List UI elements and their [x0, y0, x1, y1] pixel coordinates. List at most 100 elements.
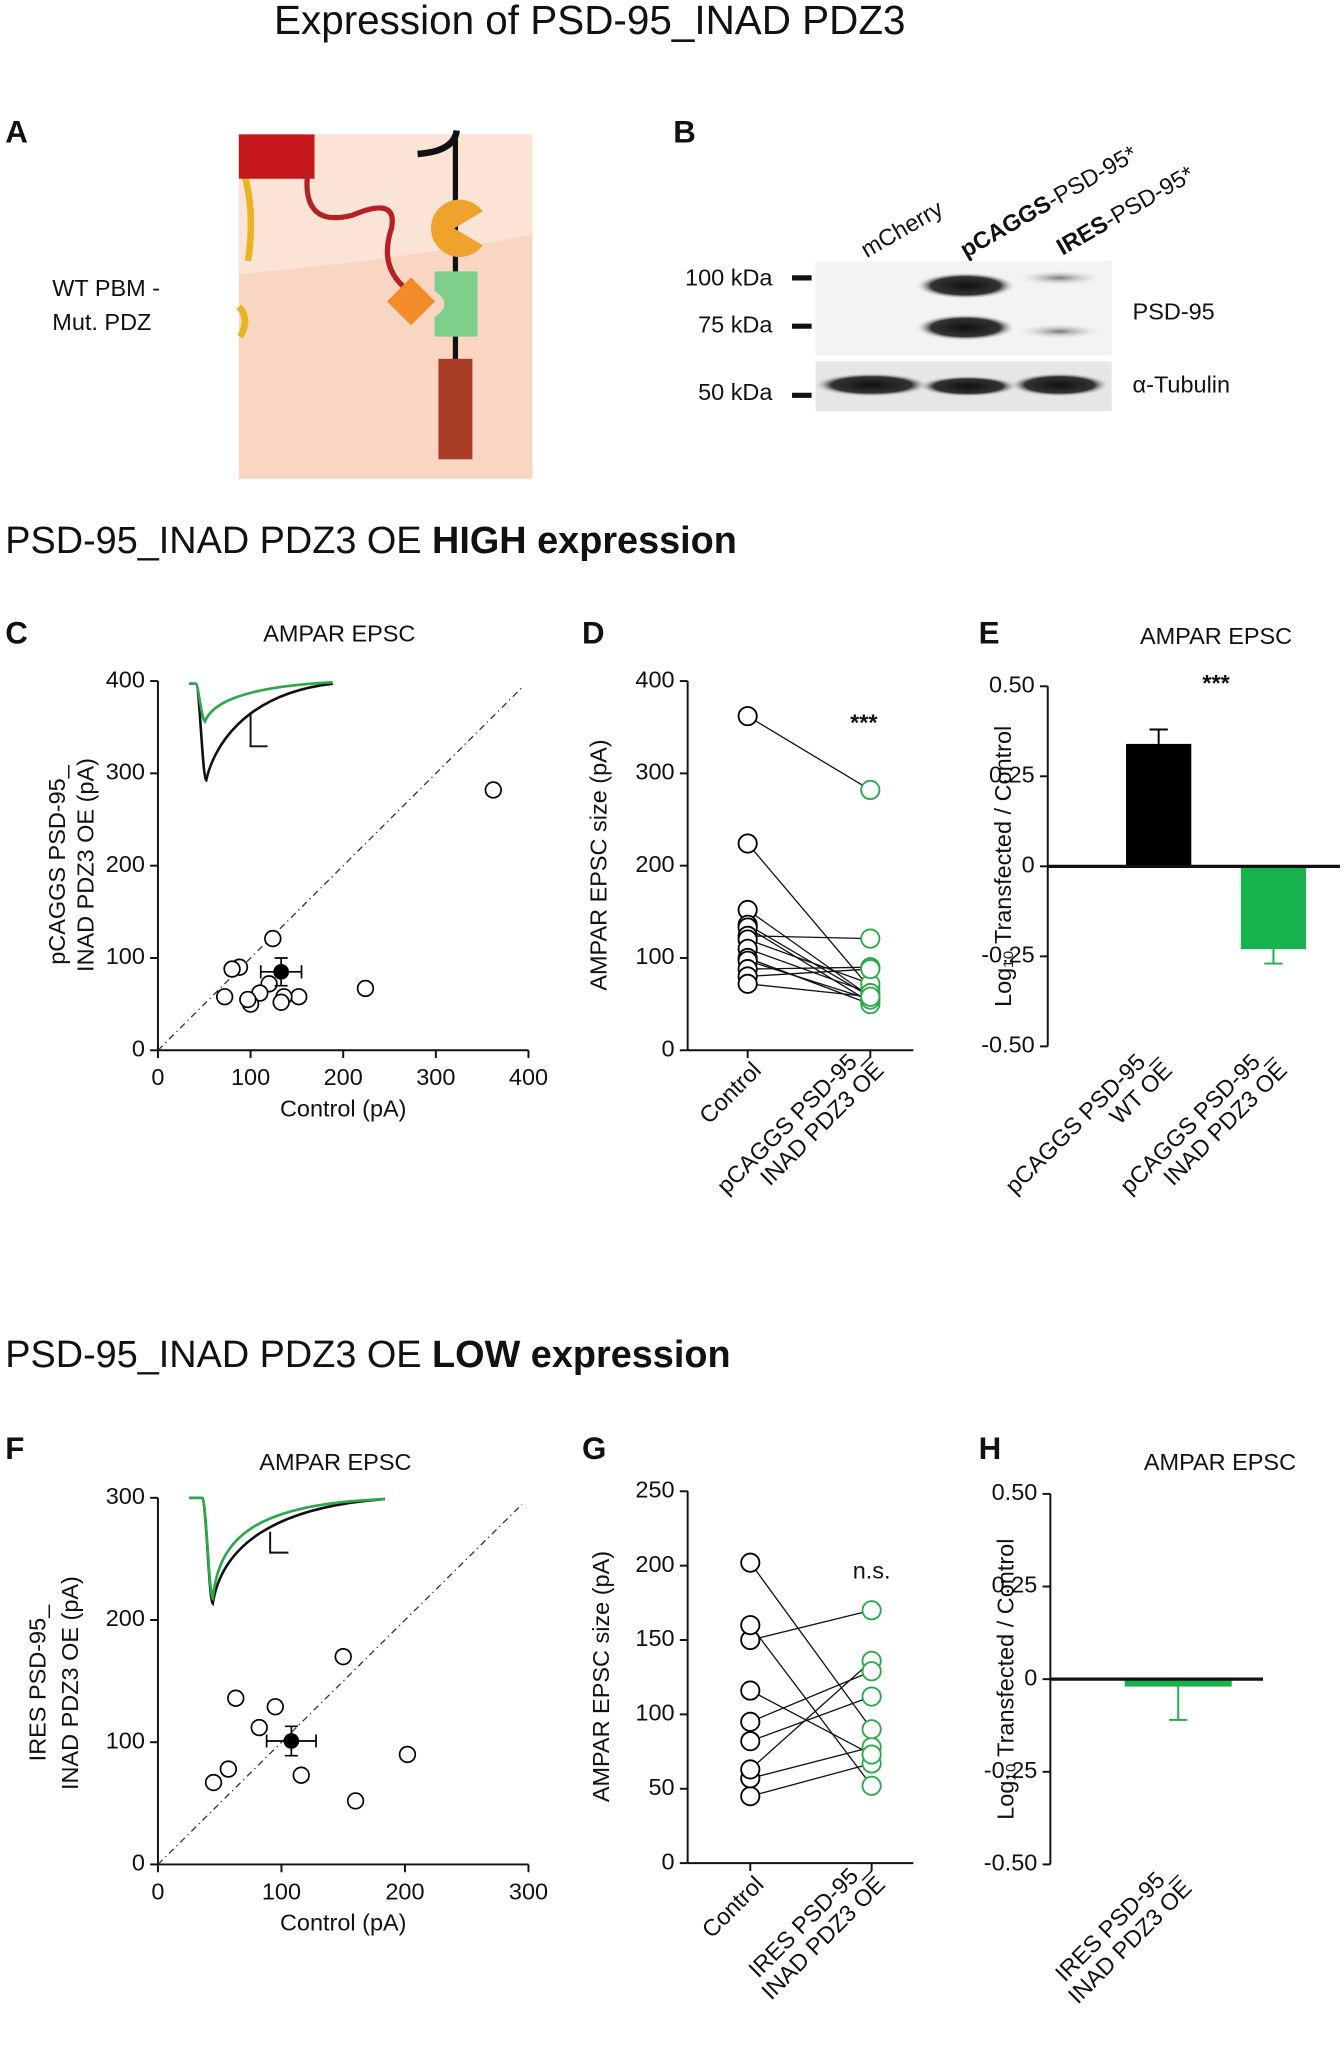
marker-label: 100 kDa: [685, 264, 773, 290]
pair-line: [749, 1624, 873, 1787]
y-tick-label: 50: [649, 1774, 675, 1800]
x-tick-label: 100: [231, 1064, 270, 1090]
lane-label: mCherry: [856, 195, 947, 263]
marker-label: 75 kDa: [698, 311, 773, 337]
x-axis-label: Control (pA): [280, 1096, 407, 1122]
y-axis-label: AMPAR EPSC size (pA): [585, 739, 611, 990]
y-tick-label: 200: [635, 1551, 674, 1577]
pair-line: [747, 966, 871, 970]
pair-line: [747, 960, 871, 1001]
x-tick-label: 300: [416, 1064, 455, 1090]
y-axis-label: INAD PDZ3 OE (pA): [57, 1576, 83, 1790]
data-point: [737, 706, 758, 727]
y-tick-label: -0.25: [981, 942, 1035, 968]
pair-line: [749, 1690, 872, 1756]
red-block: [238, 134, 315, 179]
data-point: [860, 779, 881, 801]
lane-bold: pCAGGS: [956, 190, 1056, 263]
pdz-domain: [434, 271, 478, 337]
panel-letter: E: [979, 616, 1000, 651]
pair-line: [749, 1660, 873, 1770]
chart-title: AMPAR EPSC: [263, 621, 415, 647]
x-tick-label: 200: [324, 1064, 363, 1090]
data-point: [227, 1689, 245, 1707]
y-tick-label: 0.25: [992, 1572, 1038, 1598]
black-strand: [417, 129, 460, 158]
data-point: [250, 1718, 268, 1737]
heading-emphasis: HIGH expression: [432, 520, 737, 562]
data-point: [219, 1760, 238, 1778]
data-point: [861, 1775, 882, 1796]
figure-title: Expression of PSD-95_INAD PDZ3: [274, 0, 906, 43]
data-point: [740, 1731, 761, 1752]
mean-point: [273, 963, 289, 980]
pair-line: [750, 1746, 872, 1779]
panel-letter: B: [673, 115, 696, 150]
y-tick-label: 200: [106, 851, 145, 877]
data-point: [861, 1719, 882, 1740]
x-tick-label: pCAGGS PSD-95_: [712, 1039, 872, 1199]
annotation: ***: [850, 709, 878, 735]
pair-line: [747, 983, 871, 998]
band: [1009, 373, 1110, 397]
x-tick-label: Control: [694, 1057, 766, 1129]
panel-letter: C: [5, 616, 28, 651]
identity-line: [157, 687, 523, 1051]
data-point: [215, 988, 234, 1006]
pair-line: [747, 968, 871, 978]
data-point: [861, 1744, 882, 1765]
y-tick-label: 300: [106, 759, 145, 785]
x-tick-label: 400: [509, 1064, 548, 1090]
data-point: [861, 1661, 882, 1682]
pair-line: [750, 1609, 872, 1641]
x-tick-label: 100: [262, 1878, 301, 1904]
section-heading: PSD-95_INAD PDZ3 OE HIGH expression: [5, 520, 737, 562]
panel-letter: D: [582, 616, 605, 651]
yellow-strand: [236, 304, 249, 339]
y-tick-label: 0.25: [989, 762, 1035, 788]
trace: [189, 1496, 386, 1602]
pair-line: [747, 948, 871, 994]
data-point: [346, 1792, 365, 1810]
data-point: [398, 1745, 417, 1764]
data-point: [740, 1711, 761, 1732]
y-tick-label: 0.50: [992, 1479, 1038, 1505]
panel-letter: G: [582, 1431, 606, 1466]
pair-line: [747, 715, 871, 791]
band: [915, 272, 1016, 299]
y-axis-label: INAD PDZ3 OE (pA): [73, 758, 99, 972]
chart-title: AMPAR EPSC: [259, 1449, 411, 1475]
y-tick-label: 200: [635, 851, 674, 877]
brown-domain: [438, 358, 473, 460]
y-axis-label: Log₁₀ Transfected / Control: [990, 726, 1016, 1007]
y-tick-label: 0.50: [989, 671, 1035, 697]
pair-line: [747, 926, 871, 1003]
diamond: [387, 277, 436, 326]
y-tick-label: 250: [635, 1476, 674, 1502]
panel-letter: A: [5, 115, 28, 150]
inset-traces: [189, 681, 386, 1607]
pacman-domain: [430, 199, 483, 258]
data-point: [740, 1552, 761, 1573]
data-point: [860, 986, 881, 1007]
y-axis-label: pCAGGS PSD-95_: [44, 764, 70, 965]
y-tick-label: 300: [635, 759, 674, 785]
annotation: ***: [1202, 670, 1230, 696]
data-point: [239, 990, 257, 1009]
x-tick-label: 0: [151, 1064, 164, 1090]
heading-emphasis: LOW expression: [432, 1334, 730, 1376]
y-tick-label: 400: [106, 666, 145, 692]
y-tick-label: 100: [635, 943, 674, 969]
pair-line: [750, 1762, 872, 1797]
trace: [189, 682, 333, 783]
data-point: [740, 1680, 761, 1701]
section-heading: PSD-95_INAD PDZ3 OE LOW expression: [5, 1334, 730, 1376]
scale-bar: [269, 1531, 289, 1554]
band: [918, 375, 1018, 397]
y-tick-label: 0: [662, 1035, 675, 1061]
data-point: [266, 1698, 284, 1716]
x-tick-label: 200: [385, 1878, 424, 1904]
x-tick-label: Control: [697, 1871, 769, 1943]
protein-label: PSD-95: [1133, 298, 1215, 324]
